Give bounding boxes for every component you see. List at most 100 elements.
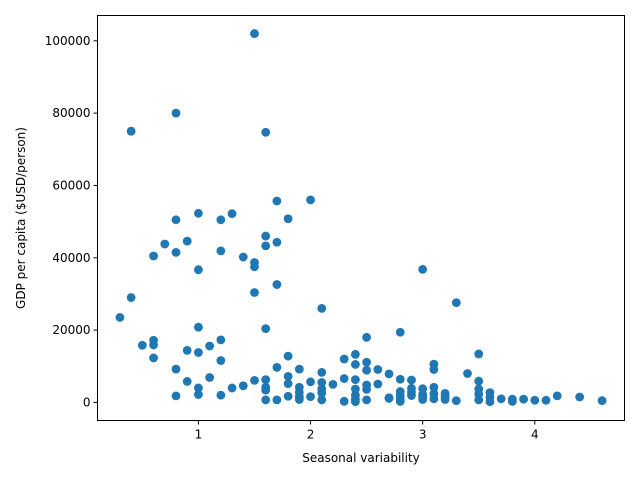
data-point bbox=[485, 397, 495, 407]
data-point bbox=[272, 280, 282, 289]
data-point bbox=[317, 368, 327, 377]
data-point bbox=[261, 241, 271, 251]
data-point bbox=[250, 262, 259, 272]
data-point bbox=[350, 349, 360, 359]
data-point bbox=[194, 322, 203, 332]
data-point bbox=[407, 375, 416, 385]
data-point bbox=[171, 364, 181, 374]
data-point bbox=[474, 395, 484, 405]
data-point bbox=[541, 395, 551, 405]
data-point bbox=[350, 360, 360, 369]
data-point bbox=[283, 371, 293, 381]
data-point bbox=[194, 265, 203, 275]
data-point bbox=[395, 374, 405, 384]
data-point bbox=[317, 388, 327, 398]
data-point bbox=[171, 108, 181, 118]
data-point bbox=[294, 395, 304, 404]
data-point bbox=[261, 324, 271, 334]
data-point bbox=[283, 214, 293, 224]
data-point bbox=[216, 215, 226, 225]
data-points bbox=[115, 29, 607, 407]
data-point bbox=[429, 365, 439, 374]
data-point bbox=[317, 304, 327, 313]
y-axis-label: GDP per capita ($USD/person) bbox=[14, 127, 28, 309]
y-tick-label: 20000 bbox=[52, 323, 90, 337]
data-point bbox=[171, 247, 181, 257]
data-point bbox=[451, 396, 461, 406]
data-point bbox=[395, 327, 405, 337]
data-point bbox=[194, 348, 203, 357]
data-point bbox=[194, 383, 203, 393]
data-point bbox=[575, 392, 585, 402]
data-point bbox=[418, 395, 428, 404]
data-point bbox=[474, 376, 484, 386]
data-point bbox=[171, 215, 181, 225]
data-point bbox=[474, 349, 484, 359]
data-point bbox=[373, 365, 383, 374]
data-point bbox=[350, 375, 360, 385]
data-point bbox=[149, 353, 158, 363]
y-axis-ticks: 0 20000 40000 60000 80000 100000 bbox=[45, 34, 98, 409]
data-point bbox=[137, 340, 147, 350]
data-point bbox=[552, 391, 562, 401]
data-point bbox=[306, 377, 315, 387]
data-point bbox=[272, 395, 282, 405]
data-point bbox=[429, 382, 439, 392]
data-point bbox=[216, 390, 226, 400]
data-point bbox=[250, 29, 259, 38]
data-point bbox=[294, 364, 304, 374]
y-tick-label: 0 bbox=[83, 395, 91, 409]
data-point bbox=[463, 369, 472, 378]
data-point bbox=[283, 391, 293, 401]
data-point bbox=[149, 340, 158, 350]
x-tick-label: 3 bbox=[419, 428, 427, 442]
data-point bbox=[272, 196, 282, 206]
data-point bbox=[407, 391, 416, 400]
y-tick-label: 40000 bbox=[52, 251, 90, 265]
data-point bbox=[339, 354, 349, 364]
data-point bbox=[182, 345, 192, 355]
data-point bbox=[440, 395, 450, 404]
data-point bbox=[317, 395, 327, 405]
data-point bbox=[339, 396, 349, 406]
data-point bbox=[384, 369, 394, 379]
data-point bbox=[283, 351, 293, 361]
x-tick-label: 2 bbox=[307, 428, 315, 442]
data-point bbox=[429, 394, 439, 404]
data-point bbox=[519, 394, 528, 404]
data-point bbox=[216, 356, 226, 365]
plot-frame bbox=[97, 15, 625, 421]
data-point bbox=[238, 381, 248, 391]
data-point bbox=[149, 251, 158, 261]
x-tick-label: 1 bbox=[195, 428, 203, 442]
data-point bbox=[306, 195, 315, 205]
data-point bbox=[530, 395, 540, 405]
data-point bbox=[261, 375, 271, 385]
data-point bbox=[261, 127, 271, 137]
data-point bbox=[597, 396, 607, 406]
x-tick-label: 4 bbox=[531, 428, 539, 442]
data-point bbox=[272, 362, 282, 372]
data-point bbox=[350, 397, 360, 407]
data-point bbox=[507, 396, 517, 406]
data-point bbox=[194, 208, 203, 218]
y-tick-label: 80000 bbox=[52, 106, 90, 120]
data-point bbox=[362, 332, 372, 342]
data-point bbox=[227, 383, 237, 393]
data-point bbox=[250, 288, 259, 297]
data-point bbox=[272, 237, 282, 247]
data-point bbox=[126, 293, 136, 302]
data-point bbox=[238, 252, 248, 262]
data-point bbox=[115, 313, 125, 322]
data-point bbox=[362, 385, 372, 394]
data-point bbox=[328, 379, 338, 389]
data-point bbox=[205, 373, 215, 382]
data-point bbox=[362, 365, 372, 375]
data-point bbox=[261, 395, 271, 405]
data-point bbox=[160, 239, 170, 249]
data-point bbox=[317, 378, 327, 387]
data-point bbox=[171, 391, 181, 401]
